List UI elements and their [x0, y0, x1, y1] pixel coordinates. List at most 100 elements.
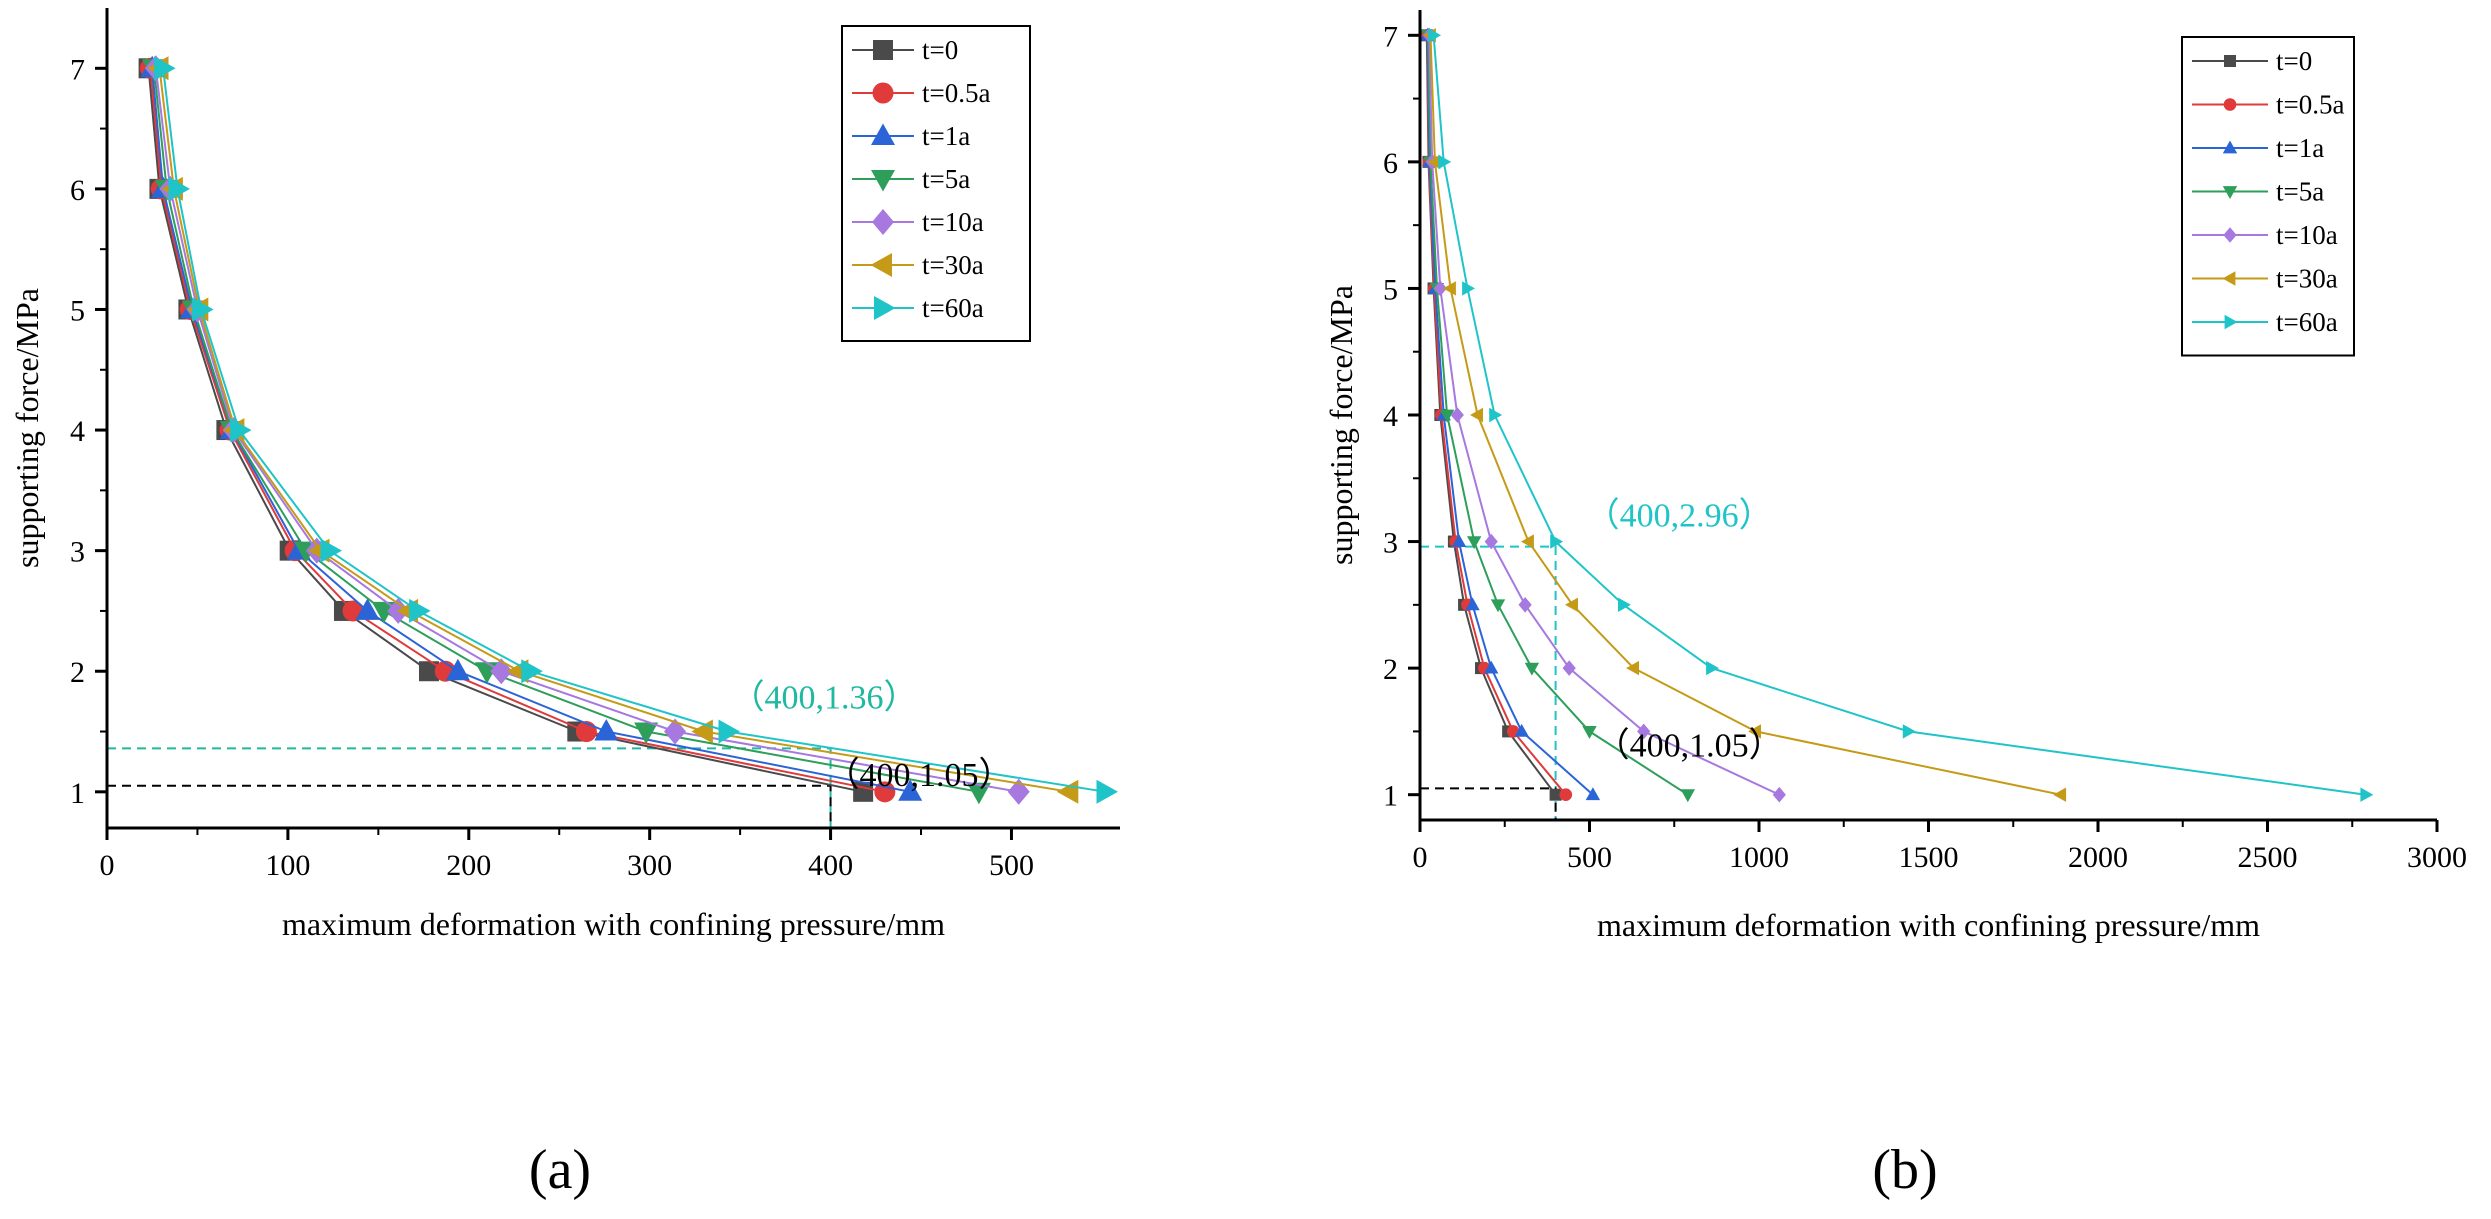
- data-point: [1637, 723, 1651, 740]
- data-point: [1559, 788, 1573, 801]
- legend-marker: [871, 123, 895, 145]
- annotation-1: （400,1.05）: [826, 756, 1013, 794]
- x-tick-label: 3000: [2407, 841, 2467, 874]
- legend-marker: [2222, 186, 2238, 199]
- x-tick-label: 200: [446, 849, 491, 882]
- chart-panel-b: 0 500 1000 1500 2000 2500 3000 1 2 3 4 5 6 7 maximum d…: [1323, 10, 2467, 943]
- legend-label: t=30a: [2276, 264, 2338, 294]
- data-point: [474, 662, 499, 684]
- y-tick-label: 4: [1383, 400, 1398, 433]
- legend-marker: [2223, 98, 2237, 111]
- data-point: [966, 782, 991, 805]
- legend-marker: [2223, 227, 2237, 243]
- data-point: [1902, 724, 1916, 739]
- y-tick-label: 3: [1383, 527, 1398, 560]
- x-tick-label: 100: [265, 849, 310, 882]
- legend-marker: [871, 170, 895, 192]
- annotation-1: （400,1.05）: [1596, 726, 1783, 764]
- legend-label: t=5a: [2276, 177, 2324, 207]
- data-point: [1451, 534, 1467, 547]
- data-point: [1562, 660, 1576, 676]
- legend-marker: [870, 253, 892, 277]
- legend-label: t=60a: [922, 293, 984, 323]
- legend-label: t=1a: [922, 121, 970, 151]
- x-axis-title: maximum deformation with confining press…: [1597, 907, 2260, 943]
- legend-label: t=5a: [922, 164, 970, 194]
- annotation-0: （400,2.96）: [1586, 497, 1773, 535]
- data-point: [1748, 724, 1761, 739]
- data-point: [1585, 787, 1601, 801]
- data-point: [1514, 723, 1529, 737]
- data-point: [1056, 779, 1079, 804]
- x-tick-label: 500: [1567, 841, 1612, 874]
- x-tick-label: 2000: [2068, 841, 2128, 874]
- x-tick-label: 0: [100, 849, 115, 882]
- data-point: [664, 718, 686, 745]
- data-point: [1465, 597, 1480, 611]
- data-point: [1565, 597, 1578, 612]
- data-point: [1618, 597, 1631, 612]
- data-point: [898, 779, 923, 801]
- reference-line-0: [107, 747, 832, 828]
- legend-marker: [2222, 140, 2238, 154]
- y-tick-label: 6: [70, 174, 85, 207]
- legend-label: t=10a: [922, 207, 984, 237]
- y-tick-label: 2: [1383, 653, 1398, 686]
- data-point: [1467, 536, 1482, 550]
- legend-marker: [874, 296, 896, 320]
- x-tick-label: 1000: [1729, 841, 1789, 874]
- data-point: [168, 176, 190, 201]
- data-point: [418, 661, 439, 682]
- data-point: [2360, 787, 2374, 802]
- y-tick-label: 2: [70, 656, 85, 689]
- legend-marker: [2224, 314, 2238, 330]
- data-point: [1438, 154, 1452, 170]
- series-line-5: [1429, 35, 2061, 796]
- y-tick-label: 1: [70, 777, 85, 810]
- x-tick-label: 0: [1413, 841, 1428, 874]
- x-tick-label: 400: [808, 849, 853, 882]
- legend-label: t=30a: [922, 250, 984, 280]
- data-point: [355, 598, 380, 620]
- data-point: [320, 538, 342, 563]
- data-point: [718, 719, 740, 744]
- legend-label: t=1a: [2276, 133, 2324, 163]
- data-point: [1626, 660, 1639, 676]
- data-point: [1439, 409, 1455, 423]
- series-6: [1428, 28, 2374, 802]
- data-point: [2053, 787, 2067, 802]
- data-point: [1524, 662, 1540, 676]
- data-point: [1443, 281, 1456, 296]
- x-tick-label: 300: [627, 849, 672, 882]
- data-point: [1521, 534, 1534, 549]
- data-point: [1550, 534, 1564, 549]
- data-point: [371, 601, 396, 624]
- data-point: [1433, 280, 1447, 297]
- data-point: [1549, 788, 1562, 801]
- y-tick-label: 4: [70, 415, 85, 448]
- panel-label-b: (b): [1872, 1139, 1937, 1201]
- series-line-3: [1427, 35, 1689, 796]
- data-point: [521, 659, 543, 684]
- legend-marker: [873, 40, 893, 60]
- annotation-0: （400,1.36）: [731, 678, 918, 716]
- legend: t=0 t=0.5a t=1a t=5a t=10a t=30a t=60a: [2181, 36, 2355, 357]
- data-point: [445, 658, 470, 681]
- reference-line-1: [1420, 787, 1557, 820]
- data-point: [1096, 779, 1118, 804]
- reference-line-1: [107, 784, 832, 828]
- y-axis-title: supporting force/MPa: [1323, 285, 1359, 565]
- data-point: [1450, 407, 1464, 423]
- legend-label: t=60a: [2276, 307, 2338, 337]
- legend-label: t=0.5a: [922, 78, 990, 108]
- x-tick-label: 500: [989, 849, 1034, 882]
- data-point: [1582, 726, 1597, 739]
- y-tick-label: 5: [70, 294, 85, 327]
- data-point: [1427, 154, 1441, 170]
- legend-label: t=0: [922, 35, 958, 65]
- legend-marker: [2222, 271, 2236, 286]
- legend-label: t=10a: [2276, 220, 2338, 250]
- legend: t=0 t=0.5a t=1a t=5a t=10a t=30a t=60a: [841, 25, 1031, 342]
- data-point: [1484, 533, 1498, 550]
